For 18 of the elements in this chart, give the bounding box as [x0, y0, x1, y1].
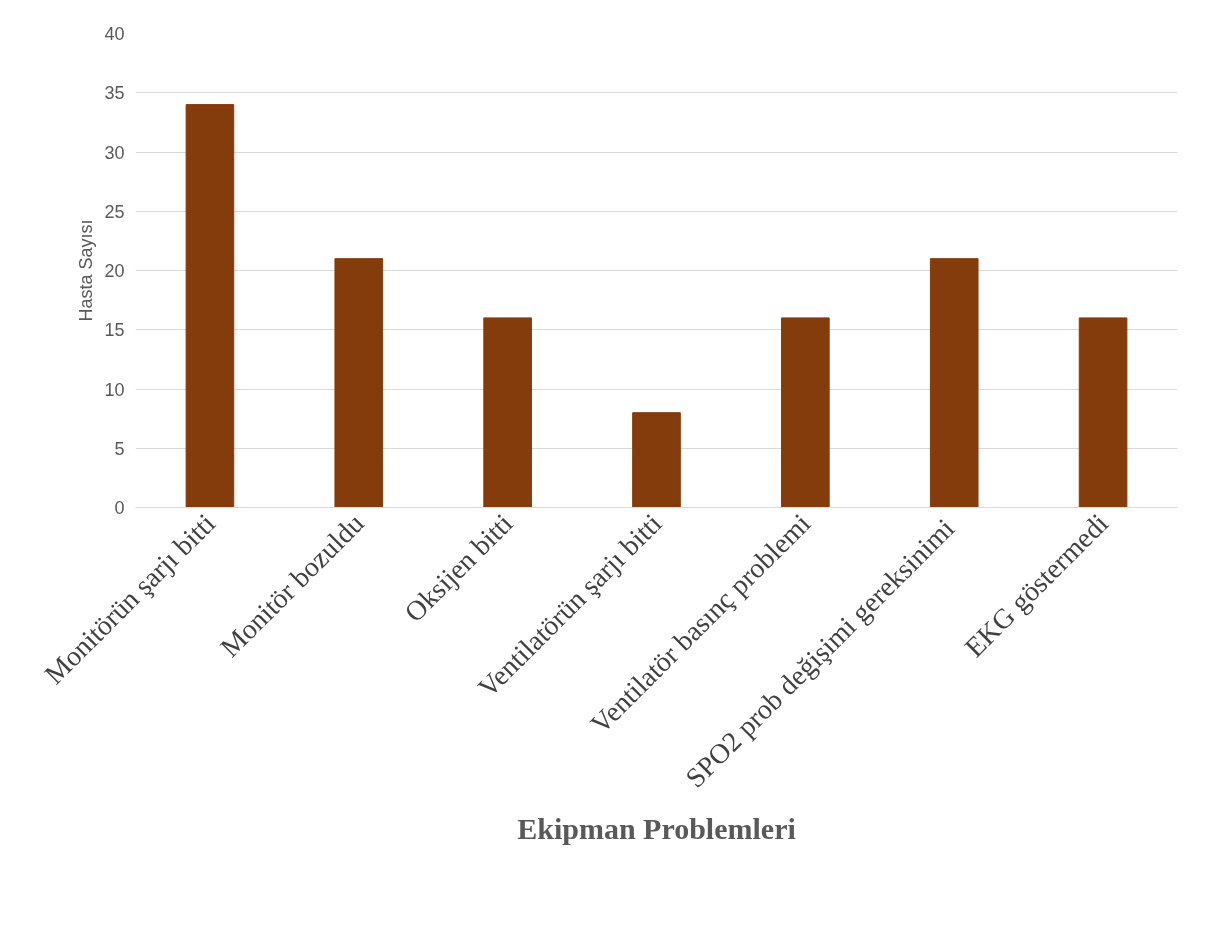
y-tick-label: 40 — [104, 24, 125, 44]
bar — [929, 258, 979, 508]
y-tick-label: 35 — [104, 83, 125, 104]
y-tick-label: 20 — [104, 261, 125, 281]
bar — [334, 258, 384, 508]
y-tick-label: 25 — [104, 201, 125, 222]
y-tick-label: 15 — [104, 320, 125, 341]
y-tick-label: 30 — [104, 142, 125, 163]
x-axis-title: Ekipman Problemleri — [517, 812, 796, 846]
bar — [632, 412, 681, 508]
y-tick-label: 5 — [114, 438, 125, 459]
bar — [483, 317, 532, 508]
y-axis-title: Hasta Sayısı — [76, 219, 97, 322]
y-tick-label: 0 — [114, 498, 125, 518]
bar — [1078, 317, 1128, 508]
bar — [781, 317, 830, 508]
bar — [185, 104, 235, 508]
y-tick-label: 10 — [104, 379, 125, 400]
